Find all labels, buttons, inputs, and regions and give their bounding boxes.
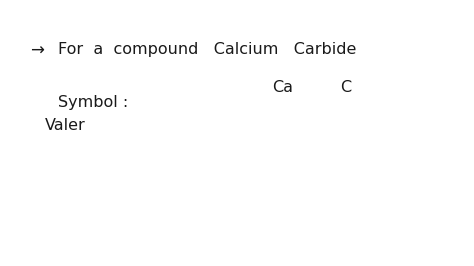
- Text: →: →: [30, 42, 44, 60]
- Text: Valer: Valer: [45, 118, 86, 133]
- Text: C: C: [340, 80, 351, 95]
- Text: Symbol :: Symbol :: [58, 95, 128, 110]
- Text: Ca: Ca: [272, 80, 293, 95]
- Text: For  a  compound   Calcium   Carbide: For a compound Calcium Carbide: [58, 42, 356, 57]
